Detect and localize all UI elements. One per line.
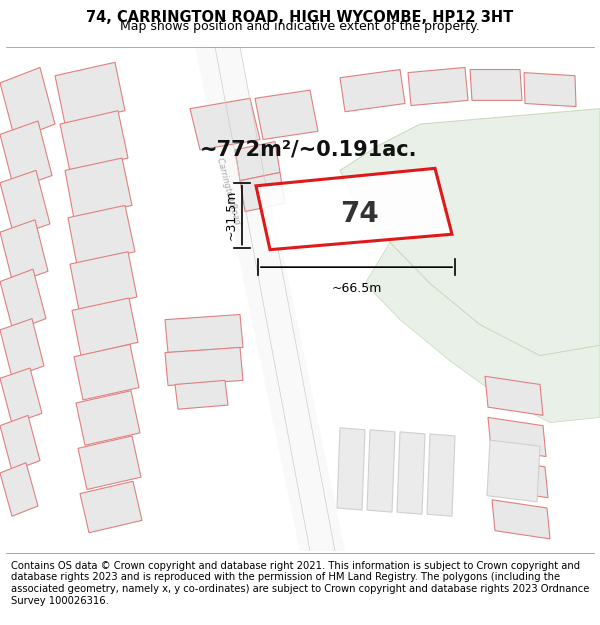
Polygon shape <box>408 68 468 106</box>
Text: 74: 74 <box>341 199 379 228</box>
Polygon shape <box>0 171 50 236</box>
Polygon shape <box>165 314 243 352</box>
Polygon shape <box>74 344 139 400</box>
Polygon shape <box>0 220 48 284</box>
Polygon shape <box>365 242 600 422</box>
Polygon shape <box>0 68 55 139</box>
Polygon shape <box>0 269 46 331</box>
Polygon shape <box>524 72 576 107</box>
Polygon shape <box>340 69 405 112</box>
Text: Carrington Road: Carrington Road <box>215 157 241 226</box>
Polygon shape <box>487 440 540 502</box>
Polygon shape <box>65 158 132 219</box>
Polygon shape <box>240 173 285 212</box>
Polygon shape <box>76 391 140 445</box>
Polygon shape <box>485 376 543 416</box>
Polygon shape <box>195 47 345 551</box>
Polygon shape <box>0 319 44 378</box>
Polygon shape <box>235 142 280 181</box>
Text: Contains OS data © Crown copyright and database right 2021. This information is : Contains OS data © Crown copyright and d… <box>11 561 589 606</box>
Polygon shape <box>175 381 228 409</box>
Polygon shape <box>470 69 522 101</box>
Polygon shape <box>397 432 425 514</box>
Text: ~772m²/~0.191ac.: ~772m²/~0.191ac. <box>200 140 418 160</box>
Polygon shape <box>0 462 38 516</box>
Polygon shape <box>255 90 318 139</box>
Polygon shape <box>337 428 365 510</box>
Polygon shape <box>492 500 550 539</box>
Polygon shape <box>367 430 395 512</box>
Polygon shape <box>0 368 42 424</box>
Text: ~31.5m: ~31.5m <box>225 190 238 241</box>
Polygon shape <box>165 348 243 386</box>
Polygon shape <box>488 418 546 456</box>
Polygon shape <box>72 298 138 356</box>
Polygon shape <box>490 459 548 498</box>
Polygon shape <box>340 109 600 356</box>
Polygon shape <box>427 434 455 516</box>
Polygon shape <box>78 436 141 489</box>
Text: ~66.5m: ~66.5m <box>331 282 382 294</box>
Polygon shape <box>55 62 125 124</box>
Polygon shape <box>0 416 40 471</box>
Polygon shape <box>68 206 135 265</box>
Polygon shape <box>80 481 142 532</box>
Text: 74, CARRINGTON ROAD, HIGH WYCOMBE, HP12 3HT: 74, CARRINGTON ROAD, HIGH WYCOMBE, HP12 … <box>86 10 514 25</box>
Polygon shape <box>60 111 128 171</box>
Polygon shape <box>70 252 137 311</box>
Polygon shape <box>0 121 52 189</box>
Polygon shape <box>190 98 260 150</box>
Text: Map shows position and indicative extent of the property.: Map shows position and indicative extent… <box>120 20 480 32</box>
Polygon shape <box>256 168 452 249</box>
